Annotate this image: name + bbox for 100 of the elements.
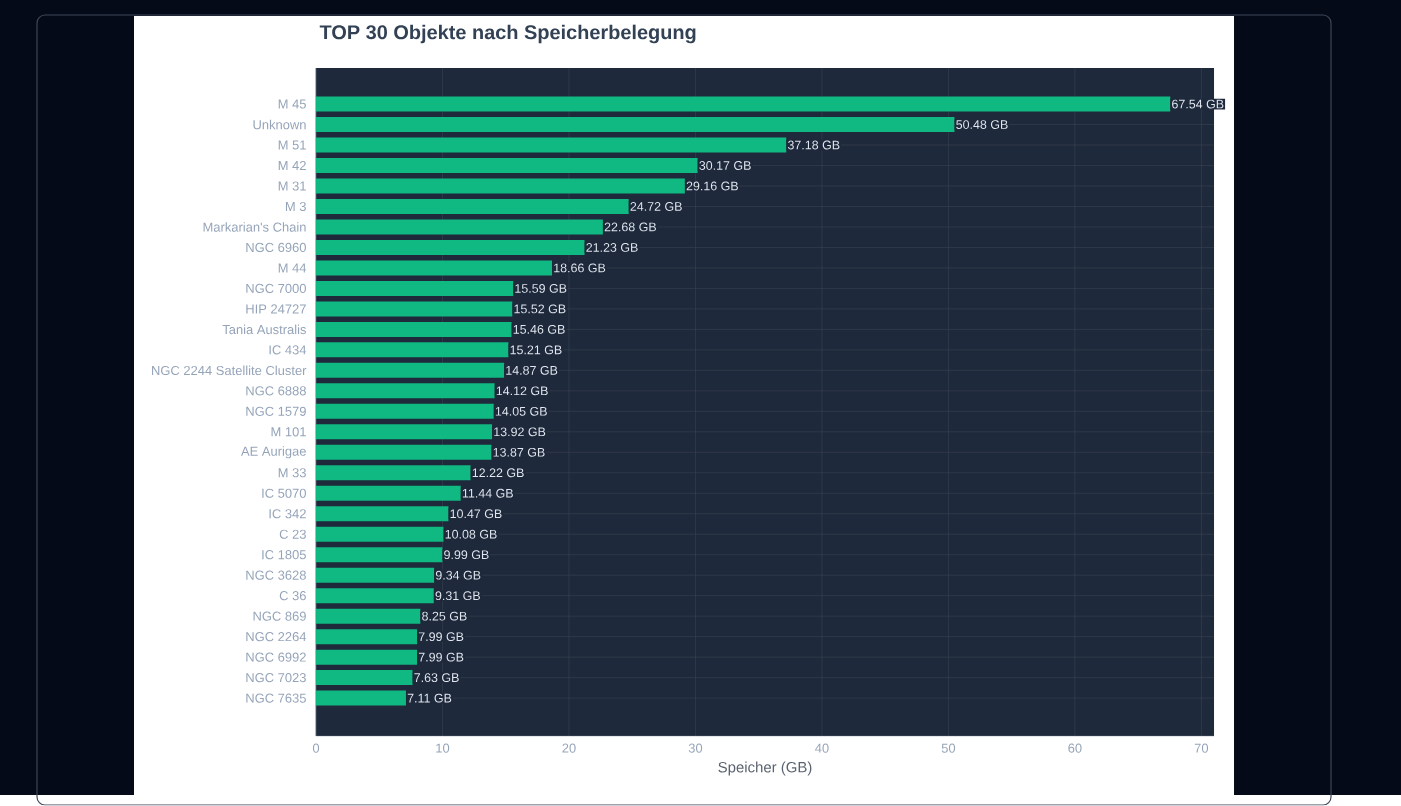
bar (316, 608, 421, 624)
y-tick-label: NGC 2244 Satellite Cluster (152, 365, 307, 376)
bar (316, 342, 509, 358)
x-tick-label: 20 (562, 743, 576, 753)
x-tick-label: 70 (1194, 743, 1209, 753)
x-tick-label: 10 (436, 743, 450, 753)
y-tick-label: NGC 3628 (246, 570, 306, 580)
bar (316, 690, 406, 706)
y-tick-label: M 31 (278, 181, 306, 191)
data-label: 21.23 GB (586, 243, 638, 253)
bar (316, 199, 629, 215)
y-tick-label: HIP 24727 (246, 304, 306, 314)
data-label: 13.92 GB (494, 427, 546, 437)
x-tick-label: 30 (688, 743, 703, 753)
y-tick-label: NGC 2264 (246, 632, 307, 642)
y-tick-label: NGC 7000 (246, 284, 306, 294)
data-label: 13.87 GB (493, 448, 545, 457)
x-tick-label: 60 (1068, 743, 1082, 753)
bar (316, 444, 492, 460)
x-tick-label: 50 (941, 743, 956, 753)
bar (316, 526, 444, 542)
data-label: 7.99 GB (418, 652, 464, 662)
bar (316, 219, 603, 235)
data-label: 15.59 GB (515, 284, 567, 294)
y-tick-label: M 42 (278, 161, 306, 171)
y-tick-label: M 44 (278, 263, 307, 273)
x-axis-title: Speicher (GB) (718, 761, 812, 776)
data-label: 30.17 GB (699, 161, 751, 171)
y-tick-label: M 101 (271, 427, 306, 437)
data-label: 15.46 GB (513, 325, 565, 334)
bar (316, 117, 955, 133)
bar (316, 588, 434, 604)
bar (316, 158, 698, 174)
y-tick-label: IC 342 (269, 509, 306, 519)
bar (316, 301, 513, 317)
y-tick-label: NGC 869 (253, 611, 306, 621)
data-label: 8.25 GB (422, 611, 467, 621)
bar (316, 363, 505, 379)
bar (316, 567, 435, 583)
y-tick-label: Unknown (253, 119, 306, 130)
chart-title: TOP 30 Objekte nach Speicherbelegung (319, 24, 696, 44)
data-label: 9.34 GB (435, 571, 481, 580)
data-label: 9.31 GB (435, 591, 480, 601)
data-label: 15.21 GB (510, 345, 562, 355)
data-label: 12.22 GB (472, 468, 524, 478)
data-label: 15.52 GB (514, 304, 566, 314)
y-tick-label: M 51 (278, 140, 306, 150)
y-tick-label: NGC 6888 (246, 386, 306, 396)
data-label: 10.08 GB (445, 530, 497, 539)
bar (316, 506, 449, 522)
data-label: 14.05 GB (495, 407, 547, 416)
bar (316, 629, 418, 645)
data-label: 18.66 GB (554, 263, 606, 273)
data-label: 10.47 GB (450, 509, 502, 519)
y-tick-label: NGC 6992 (246, 652, 306, 662)
data-label: 14.12 GB (496, 386, 548, 396)
y-tick-label: NGC 7023 (246, 673, 306, 683)
y-tick-label: C 36 (279, 591, 306, 601)
bar (316, 240, 585, 256)
y-tick-label: M 33 (278, 468, 306, 478)
y-tick-label: Markarian's Chain (203, 222, 306, 232)
bar (316, 137, 787, 153)
bar (316, 465, 471, 481)
bar (316, 322, 512, 338)
bar (316, 649, 418, 665)
data-label: 37.18 GB (787, 140, 840, 150)
y-tick-label: M 3 (285, 202, 306, 212)
y-tick-label: NGC 7635 (246, 693, 306, 703)
data-label: 29.16 GB (686, 181, 738, 191)
y-tick-label: M 45 (278, 99, 306, 109)
bar (316, 281, 514, 297)
bar (316, 404, 494, 420)
bar (316, 178, 685, 194)
bar (316, 485, 461, 501)
y-tick-label: IC 5070 (262, 488, 306, 499)
x-tick-label: 40 (815, 743, 829, 753)
data-label: 50.48 GB (956, 120, 1008, 130)
data-label: 22.68 GB (604, 222, 657, 232)
y-tick-label: NGC 1579 (246, 406, 306, 417)
bar (316, 383, 495, 399)
y-tick-label: IC 1805 (262, 550, 306, 560)
x-tick-label: 0 (312, 743, 320, 753)
data-label: 24.72 GB (630, 202, 682, 212)
y-tick-label: C 23 (279, 529, 306, 540)
bar (316, 670, 413, 686)
bar (316, 424, 493, 440)
y-tick-label: Tania Australis (222, 324, 306, 335)
bar (316, 260, 553, 276)
data-label: 7.99 GB (418, 632, 464, 642)
data-label: 7.63 GB (414, 673, 459, 683)
data-label: 7.11 GB (407, 693, 452, 703)
data-label: 11.44 GB (462, 489, 513, 498)
y-tick-label: AE Aurigae (241, 446, 306, 459)
data-label: 14.87 GB (506, 366, 558, 375)
data-label: 67.54 GB (1172, 99, 1224, 109)
y-tick-label: IC 434 (269, 345, 307, 355)
data-label: 9.99 GB (444, 550, 489, 560)
bar (316, 96, 1171, 112)
bar (316, 547, 443, 563)
y-tick-label: NGC 6960 (246, 243, 306, 253)
